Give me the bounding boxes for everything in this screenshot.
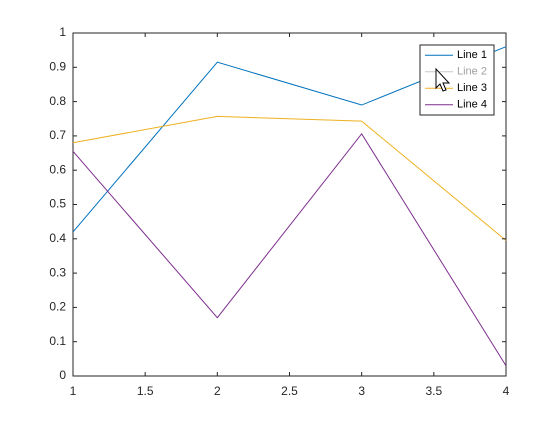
y-tick-label: 0	[59, 368, 66, 382]
y-tick-label: 0.3	[49, 265, 66, 279]
mouse-cursor	[435, 67, 451, 92]
x-tick-label: 3.5	[425, 384, 442, 398]
y-tick-label: 0.6	[49, 162, 66, 176]
legend-label: Line 4	[457, 99, 487, 111]
legend-box	[419, 44, 495, 116]
y-tick-label: 0.7	[49, 128, 66, 142]
y-tick-label: 0.8	[49, 94, 66, 108]
x-tick-label: 1	[70, 384, 77, 398]
legend-label: Line 3	[457, 82, 487, 94]
data-line	[72, 132, 507, 366]
x-tick-label: 1.5	[137, 384, 154, 398]
x-tick-label: 4	[503, 384, 510, 398]
x-tick-label: 2	[214, 384, 221, 398]
y-tick-label: 0.1	[49, 334, 66, 348]
x-tick-label: 3	[358, 384, 365, 398]
legend-label: Line 2	[457, 66, 487, 78]
y-tick-label: 0.4	[49, 231, 66, 245]
y-tick-label: 0.2	[49, 300, 66, 314]
y-tick-label: 0.9	[49, 59, 66, 73]
y-tick-label: 1	[59, 25, 66, 39]
x-tick-label: 2.5	[281, 384, 298, 398]
legend[interactable]: Line 1 Line 2 Line 3 Line 4	[419, 44, 495, 116]
y-tick-label: 0.5	[49, 197, 66, 211]
legend-label: Line 1	[457, 49, 487, 61]
data-line	[72, 115, 507, 241]
